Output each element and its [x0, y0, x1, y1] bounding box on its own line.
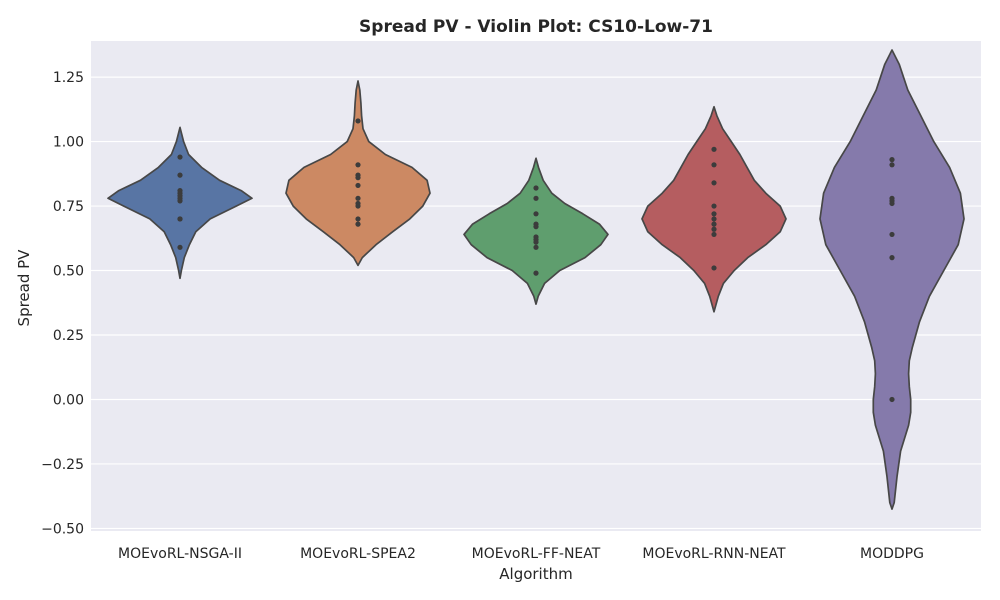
violin-body	[641, 105, 787, 313]
x-tick-label: MOEvoRL-FF-NEAT	[472, 546, 601, 562]
data-point	[355, 175, 361, 181]
data-point	[889, 231, 895, 238]
y-tick-label: −0.50	[41, 521, 84, 537]
y-tick-label: 1.25	[53, 70, 84, 86]
data-point	[711, 221, 717, 227]
data-point	[177, 154, 183, 160]
data-point	[355, 195, 361, 201]
data-point	[711, 265, 717, 271]
y-tick-label: 0.00	[53, 392, 84, 408]
violin-body	[819, 49, 965, 510]
data-point	[533, 185, 539, 191]
data-point	[711, 231, 717, 238]
data-point	[177, 172, 183, 178]
data-point	[711, 146, 717, 152]
x-axis-label: Algorithm	[499, 565, 572, 583]
data-point	[711, 226, 717, 232]
x-tick-label: MOEvoRL-RNN-NEAT	[642, 546, 786, 562]
data-point	[711, 162, 717, 168]
y-tick-label: 0.75	[53, 199, 84, 215]
y-tick-labels: −0.50 −0.25 0.00 0.25 0.50 0.75 1.00 1.25	[41, 70, 84, 537]
y-tick-label: −0.25	[41, 457, 84, 473]
data-point	[533, 224, 539, 230]
data-point	[889, 255, 895, 261]
data-point	[355, 118, 361, 124]
data-point	[177, 216, 183, 222]
y-tick-label: 0.50	[53, 264, 84, 280]
y-axis-label: Spread PV	[15, 249, 33, 327]
data-point	[355, 162, 361, 168]
x-tick-label: MOEvoRL-SPEA2	[300, 546, 416, 562]
data-point	[711, 180, 717, 186]
data-point	[355, 221, 361, 227]
violins	[107, 49, 965, 510]
data-point	[533, 244, 539, 250]
data-point	[889, 157, 895, 163]
violin-body	[463, 157, 609, 305]
data-point	[711, 211, 717, 217]
data-point	[177, 198, 183, 204]
y-tick-label: 1.00	[53, 135, 84, 151]
data-point	[889, 396, 895, 403]
data-point	[355, 203, 361, 209]
data-point	[533, 211, 539, 217]
data-point	[355, 216, 361, 222]
data-point	[533, 239, 539, 245]
data-point	[533, 270, 539, 276]
x-tick-label: MOEvoRL-NSGA-II	[118, 546, 242, 562]
chart-title: Spread PV - Violin Plot: CS10-Low-71	[359, 17, 713, 37]
data-point	[177, 244, 183, 250]
x-tick-label: MODDPG	[860, 546, 924, 562]
data-point	[889, 200, 895, 207]
y-tick-label: 0.25	[53, 328, 84, 344]
data-point	[889, 162, 895, 168]
x-tick-labels: MOEvoRL-NSGA-II MOEvoRL-SPEA2 MOEvoRL-FF-N…	[118, 546, 924, 562]
data-point	[355, 182, 361, 189]
data-point	[711, 203, 717, 209]
data-point	[533, 195, 539, 201]
data-point	[711, 216, 717, 222]
